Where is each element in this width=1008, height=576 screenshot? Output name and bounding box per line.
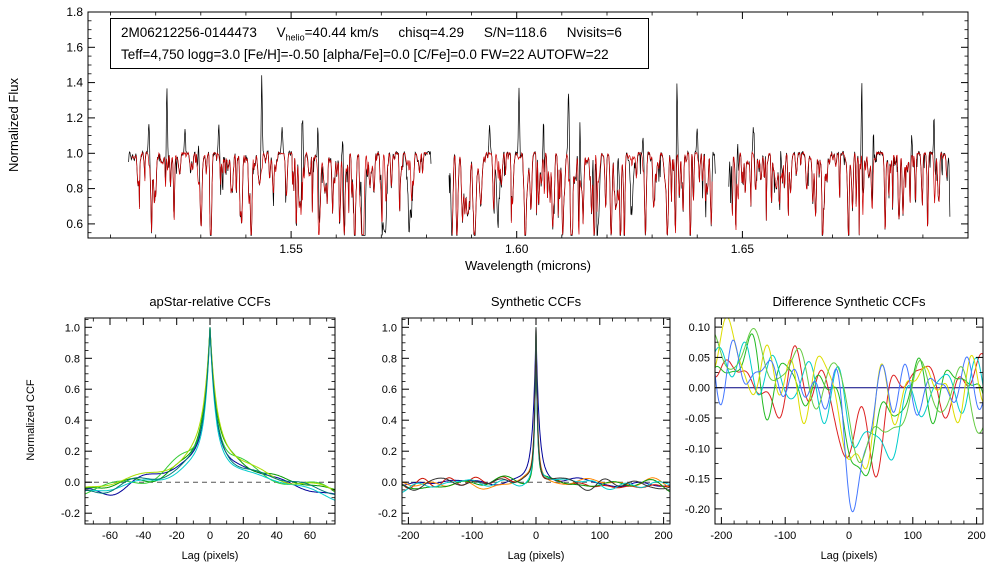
svg-text:1.0: 1.0 bbox=[65, 322, 80, 334]
svg-text:1.60: 1.60 bbox=[505, 242, 529, 256]
svg-text:40: 40 bbox=[271, 530, 283, 542]
svg-text:-100: -100 bbox=[461, 530, 483, 542]
difference-ccf-title: Difference Synthetic CCFs bbox=[772, 294, 926, 309]
spectrum-x-axis-label: Wavelength (microns) bbox=[465, 258, 591, 273]
difference-ccf-x-axis-label: Lag (pixels) bbox=[820, 550, 878, 562]
synthetic-ccf-chart: -200 -100 0 100 200 -0.2 0.0 0.2 0.4 0.6 0.8 1.0 bbox=[378, 317, 673, 542]
svg-text:0.8: 0.8 bbox=[65, 353, 80, 365]
svg-text:0.05: 0.05 bbox=[689, 352, 710, 364]
spectrum-chart: 1.55 1.60 1.65 0.6 0.8 1.0 1.2 1.4 1.6 1.8 bbox=[66, 5, 969, 256]
svg-text:1.55: 1.55 bbox=[279, 242, 303, 256]
svg-text:-60: -60 bbox=[102, 530, 118, 542]
spectrum-y-axis-label: Normalized Flux bbox=[6, 78, 21, 172]
svg-text:-0.2: -0.2 bbox=[61, 508, 80, 520]
svg-text:1.8: 1.8 bbox=[66, 5, 83, 19]
svg-text:0.6: 0.6 bbox=[382, 384, 397, 396]
snr-value: S/N=118.6 bbox=[483, 25, 547, 40]
svg-text:0.8: 0.8 bbox=[382, 353, 397, 365]
annotation-box: 2M06212256-0144473 Vhelio=40.44 km/s chi… bbox=[110, 18, 649, 70]
svg-text:0.6: 0.6 bbox=[66, 217, 83, 231]
svg-text:-0.15: -0.15 bbox=[685, 474, 710, 486]
apstar-ccf-y-axis-label: Normalized CCF bbox=[25, 379, 37, 461]
svg-text:0.0: 0.0 bbox=[382, 477, 397, 489]
svg-text:0: 0 bbox=[207, 530, 213, 542]
svg-text:0.4: 0.4 bbox=[65, 415, 80, 427]
stellar-params: Teff=4,750 logg=3.0 [Fe/H]=-0.50 [alpha/… bbox=[121, 46, 609, 62]
svg-text:60: 60 bbox=[304, 530, 316, 542]
svg-text:0: 0 bbox=[533, 530, 539, 542]
chisq-value: chisq=4.29 bbox=[398, 25, 465, 40]
svg-text:1.0: 1.0 bbox=[382, 322, 397, 334]
svg-text:100: 100 bbox=[591, 530, 609, 542]
svg-text:-40: -40 bbox=[135, 530, 151, 542]
svg-text:-200: -200 bbox=[710, 530, 732, 542]
svg-text:-20: -20 bbox=[169, 530, 185, 542]
synthetic-ccf-x-axis-label: Lag (pixels) bbox=[507, 550, 565, 562]
apstar-ccf-title: apStar-relative CCFs bbox=[149, 294, 271, 309]
vhelio-value: Vhelio=40.44 km/s bbox=[276, 25, 379, 43]
svg-text:0: 0 bbox=[846, 530, 852, 542]
apstar-ccf-chart: -60 -40 -20 0 20 40 60 -0.2 0.0 0.2 0.4 0.6 0.8 1.0 bbox=[61, 317, 336, 542]
svg-text:0.00: 0.00 bbox=[689, 383, 710, 395]
svg-text:200: 200 bbox=[967, 530, 985, 542]
svg-text:0.2: 0.2 bbox=[382, 446, 397, 458]
annotation-line-2: Teff=4,750 logg=3.0 [Fe/H]=-0.50 [alpha/… bbox=[121, 45, 638, 65]
svg-text:100: 100 bbox=[904, 530, 922, 542]
svg-text:-200: -200 bbox=[397, 530, 419, 542]
svg-text:-0.2: -0.2 bbox=[378, 508, 397, 520]
annotation-line-1: 2M06212256-0144473 Vhelio=40.44 km/s chi… bbox=[121, 23, 638, 45]
svg-text:1.65: 1.65 bbox=[731, 242, 755, 256]
svg-text:1.0: 1.0 bbox=[66, 146, 83, 160]
svg-text:1.4: 1.4 bbox=[66, 76, 83, 90]
nvisits-value: Nvisits=6 bbox=[566, 25, 622, 40]
apstar-ccf-x-axis-label: Lag (pixels) bbox=[181, 550, 239, 562]
synthetic-ccf-title: Synthetic CCFs bbox=[490, 294, 582, 309]
star-id: 2M06212256-0144473 bbox=[121, 25, 257, 40]
svg-text:0.0: 0.0 bbox=[65, 477, 80, 489]
svg-text:1.6: 1.6 bbox=[66, 40, 83, 54]
svg-text:-100: -100 bbox=[774, 530, 796, 542]
svg-text:0.2: 0.2 bbox=[65, 446, 80, 458]
svg-text:20: 20 bbox=[237, 530, 249, 542]
svg-text:-0.10: -0.10 bbox=[685, 443, 710, 455]
svg-text:0.8: 0.8 bbox=[66, 182, 83, 196]
svg-text:200: 200 bbox=[654, 530, 672, 542]
svg-text:1.2: 1.2 bbox=[66, 111, 83, 125]
svg-text:-0.05: -0.05 bbox=[685, 413, 710, 425]
svg-text:0.4: 0.4 bbox=[382, 415, 397, 427]
svg-text:0.6: 0.6 bbox=[65, 384, 80, 396]
svg-text:-0.20: -0.20 bbox=[685, 504, 710, 516]
difference-ccf-chart: -200 -100 0 100 200 0.10 0.05 0.00 -0.05 -0.10 -0.… bbox=[685, 317, 986, 542]
svg-text:0.10: 0.10 bbox=[689, 322, 710, 334]
